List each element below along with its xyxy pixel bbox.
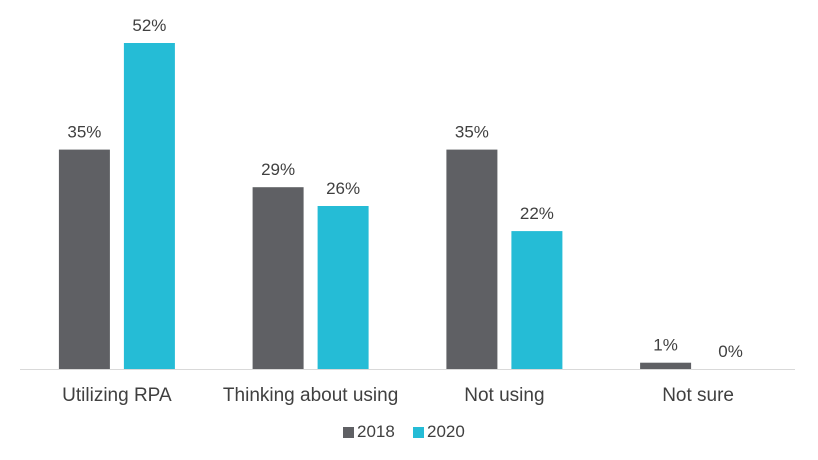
category-label-3: Not sure [662, 385, 734, 406]
bar-2018-1 [252, 187, 304, 369]
value-label-2018-3: 1% [653, 336, 678, 355]
bar-2020-1 [317, 206, 369, 369]
category-labels-layer: Utilizing RPA Thinking about using Not usi… [62, 385, 734, 406]
value-label-2018-1: 29% [261, 160, 295, 179]
bar-2018-0 [58, 149, 110, 369]
bar-2018-2 [446, 149, 498, 369]
legend-label-2020: 2020 [427, 422, 465, 441]
category-label-1: Thinking about using [223, 385, 398, 406]
bar-2020-0 [123, 43, 175, 369]
value-label-2018-2: 35% [455, 123, 489, 142]
bar-2020-2 [511, 231, 563, 369]
category-label-2: Not using [464, 385, 544, 406]
value-labels-layer: 35% 52% 29% 26% 35% 22% 1% 0% [67, 16, 743, 361]
value-label-2018-0: 35% [67, 123, 101, 142]
category-label-0: Utilizing RPA [62, 385, 172, 406]
legend: 2018 2020 [343, 422, 465, 441]
bar-2018-3 [640, 362, 692, 369]
value-label-2020-3: 0% [718, 342, 743, 361]
bars-layer [58, 43, 692, 369]
legend-label-2018: 2018 [357, 422, 395, 441]
value-label-2020-2: 22% [520, 204, 554, 223]
legend-swatch-2018 [343, 427, 354, 438]
value-label-2020-0: 52% [132, 16, 166, 35]
legend-swatch-2020 [413, 427, 424, 438]
value-label-2020-1: 26% [326, 179, 360, 198]
